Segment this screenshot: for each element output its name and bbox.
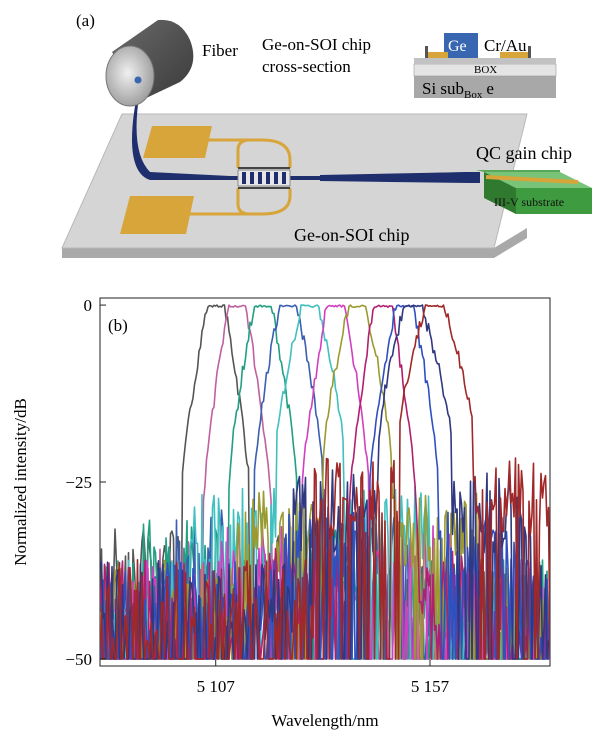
series-layer bbox=[100, 304, 550, 660]
cr-au-label: Cr/Au bbox=[484, 36, 527, 55]
fiber-label: Fiber bbox=[202, 41, 238, 60]
ge-label: Ge bbox=[448, 38, 467, 55]
panel-a: (a) Fiber Ge bbox=[61, 11, 592, 258]
panel-a-label: (a) bbox=[76, 11, 95, 30]
gold-pad-top bbox=[143, 126, 212, 158]
si-sub-subscript: Box bbox=[464, 89, 483, 101]
gold-trace-bottom bbox=[186, 188, 292, 216]
panel-b: 5 107 5 157 0 −25 −50 (b) Wavelength/nm Norm… bbox=[11, 296, 551, 730]
chip-front-face bbox=[62, 228, 527, 258]
gold-pad-bottom bbox=[120, 196, 194, 234]
si-substrate-layer bbox=[414, 76, 556, 98]
grating-teeth bbox=[242, 172, 286, 184]
si-sub-label: Si subBox e bbox=[422, 79, 494, 101]
qc-gain-chip-label: QC gain chip bbox=[476, 143, 572, 163]
si-device-layer bbox=[414, 58, 556, 64]
panel-b-label: (b) bbox=[108, 316, 128, 335]
y-tick-label-1: −25 bbox=[65, 473, 92, 492]
fiber-spool bbox=[105, 19, 194, 107]
cross-section-title-line1: Ge-on-SOI chip bbox=[262, 35, 371, 54]
axis-layer: 5 107 5 157 0 −25 −50 bbox=[65, 296, 449, 696]
spectrum-series-10 bbox=[100, 304, 550, 660]
ge-block bbox=[444, 33, 478, 58]
y-axis-label: Normalized intensity/dB bbox=[11, 398, 30, 566]
y-tick-label-2: −50 bbox=[65, 650, 92, 669]
y-tick-label-0: 0 bbox=[84, 296, 93, 315]
qc-gain-chip bbox=[476, 170, 592, 214]
chip-label: Ge-on-SOI chip bbox=[294, 225, 409, 245]
cr-au-contact-left bbox=[426, 52, 448, 58]
x-tick-label-0: 5 107 bbox=[197, 677, 236, 696]
si-sub-main: Si sub bbox=[422, 79, 464, 98]
contact-post-left bbox=[425, 46, 428, 58]
box-label: BOX bbox=[474, 64, 497, 76]
x-axis-label: Wavelength/nm bbox=[271, 711, 378, 730]
cross-section-diagram bbox=[413, 33, 557, 98]
cr-au-contact-right bbox=[500, 52, 530, 58]
gold-trace-top bbox=[205, 138, 292, 168]
x-tick-label-1: 5 157 bbox=[411, 677, 450, 696]
cross-section-title-line2: cross-section bbox=[262, 57, 351, 76]
contact-post-right bbox=[528, 46, 531, 58]
si-sub-tail: e bbox=[486, 79, 494, 98]
iiiv-substrate-label: III-V substrate bbox=[494, 195, 564, 209]
waveguide-taper bbox=[320, 172, 480, 183]
